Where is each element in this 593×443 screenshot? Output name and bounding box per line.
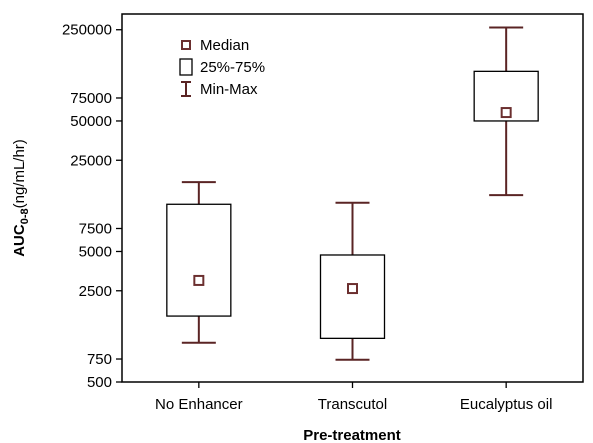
legend-label: Min-Max xyxy=(200,81,258,98)
x-tick-label: No Enhancer xyxy=(155,396,243,413)
box-group xyxy=(319,201,386,361)
box-group xyxy=(473,26,539,197)
y-axis-title-unit: (ng/mL/hr) xyxy=(11,139,28,208)
iqr-box xyxy=(319,254,386,339)
median-marker xyxy=(500,107,512,119)
box-group xyxy=(166,181,232,344)
y-tick-label: 750 xyxy=(87,351,112,368)
iqr-box xyxy=(166,203,232,317)
legend-entry: Min-Max xyxy=(181,81,258,98)
legend-entry: Median xyxy=(181,37,249,54)
x-tick-label: Eucalyptus oil xyxy=(460,396,553,413)
y-axis-title-subscript: 0-8 xyxy=(19,208,31,224)
legend-entry: 25%-75% xyxy=(179,58,265,76)
legend-whisker-symbol xyxy=(181,81,191,97)
y-axis-title-main: AUC xyxy=(11,224,28,257)
legend-label: Median xyxy=(200,37,249,54)
y-tick-label: 25000 xyxy=(70,152,112,169)
legend-median-symbol xyxy=(181,40,191,50)
y-tick-label: 250000 xyxy=(62,22,112,39)
y-tick-label: 50000 xyxy=(70,113,112,130)
y-tick-label: 500 xyxy=(87,374,112,391)
legend-label: 25%-75% xyxy=(200,59,265,76)
x-axis-title: Pre-treatment xyxy=(303,427,401,443)
y-tick-label: 5000 xyxy=(79,243,112,260)
median-marker xyxy=(347,283,358,295)
legend-box-symbol xyxy=(179,58,193,76)
y-tick-label: 75000 xyxy=(70,90,112,107)
median-marker xyxy=(193,274,205,286)
x-tick-label: Transcutol xyxy=(318,396,387,413)
y-axis-title: AUC0-8(ng/mL/hr) xyxy=(11,139,31,257)
y-tick-label: 2500 xyxy=(79,283,112,300)
y-tick-label: 7500 xyxy=(79,220,112,237)
